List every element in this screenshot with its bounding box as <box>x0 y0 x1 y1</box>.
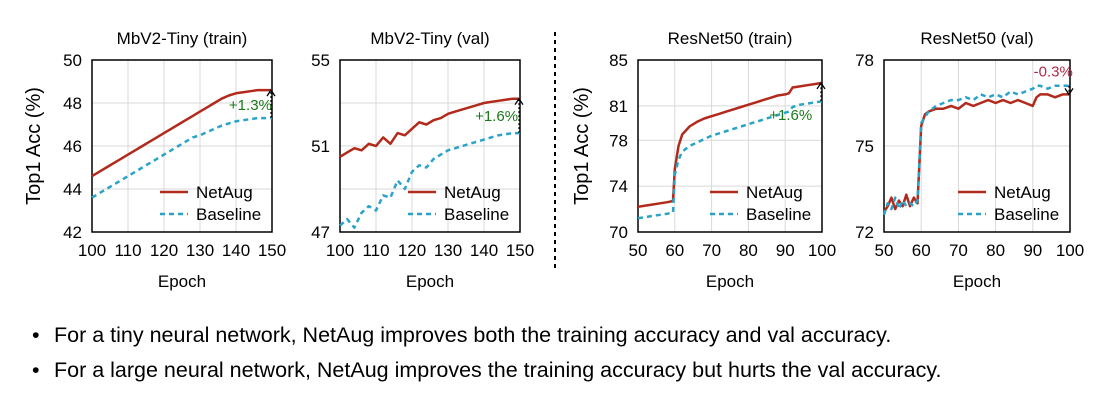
x-tick-label: 140 <box>222 241 250 260</box>
plot-frame <box>91 59 273 233</box>
x-tick-label: 150 <box>258 241 286 260</box>
x-tick-label: 150 <box>506 241 534 260</box>
chart-title: MbV2-Tiny (train) <box>117 29 248 48</box>
y-tick-label: 78 <box>609 131 628 150</box>
bullet-list: • For a tiny neural network, NetAug impr… <box>32 318 1092 388</box>
x-tick-label: 80 <box>986 241 1005 260</box>
x-tick-label: 110 <box>362 241 389 260</box>
figure: 100 110 120 130 140 150 42 44 46 48 50 MbV2-Tiny (t… <box>23 29 1084 291</box>
x-tick-label: 50 <box>629 241 648 260</box>
x-tick-label: 90 <box>776 241 795 260</box>
y-tick-label: 75 <box>855 137 874 156</box>
y-tick-label: 42 <box>63 223 82 242</box>
y-axis-label: Top1 Acc (%) <box>571 87 593 205</box>
x-tick-label: 100 <box>1056 241 1084 260</box>
legend-label-baseline: Baseline <box>444 205 509 224</box>
plot-frame <box>339 59 521 233</box>
y-tick-label: 81 <box>609 97 628 116</box>
y-tick-label: 50 <box>63 51 82 70</box>
y-tick-label: 74 <box>609 177 628 196</box>
chart-title: MbV2-Tiny (val) <box>370 29 489 48</box>
x-tick-label: 70 <box>949 241 968 260</box>
y-tick-label: 44 <box>63 180 82 199</box>
annotation-label: -0.3% <box>1034 63 1073 80</box>
y-tick-label: 51 <box>311 137 330 156</box>
x-tick-label: 120 <box>398 241 426 260</box>
x-axis-label: Epoch <box>706 272 754 291</box>
chart-panel-4: 50 60 70 80 90 100 72 75 78 ResNet50 (val) Epoch -0… <box>855 29 1084 291</box>
chart-title: ResNet50 (val) <box>920 29 1033 48</box>
y-tick-label: 55 <box>311 51 330 70</box>
annotation-arrow-head <box>266 88 276 97</box>
bullet-text: For a large neural network, NetAug impro… <box>54 358 942 382</box>
series-line-netaug <box>91 88 272 178</box>
x-tick-label: 130 <box>186 241 214 260</box>
legend-label-netaug: NetAug <box>444 183 501 202</box>
legend-label-baseline: Baseline <box>994 205 1059 224</box>
legend-label-baseline: Baseline <box>196 205 261 224</box>
chart-panel-3: 50 60 70 80 90 100 70 74 78 81 85 ResNet50 (train) E… <box>571 29 836 291</box>
x-tick-label: 90 <box>1023 241 1042 260</box>
legend-label-netaug: NetAug <box>746 183 803 202</box>
x-tick-label: 80 <box>739 241 758 260</box>
x-tick-label: 120 <box>150 241 178 260</box>
x-axis-label: Epoch <box>406 272 454 291</box>
annotation-label: +1.3% <box>229 97 272 114</box>
bullet-text: For a tiny neural network, NetAug improv… <box>54 323 892 347</box>
chart-panel-1: 100 110 120 130 140 150 42 44 46 48 50 MbV2-Tiny (t… <box>23 29 286 291</box>
series-line-netaug <box>339 97 520 158</box>
annotation-arrow-head <box>1064 88 1074 96</box>
chart-panel-2: 100 110 120 130 140 150 47 51 55 MbV2-Tiny (val) E… <box>311 29 534 291</box>
x-tick-label: 50 <box>875 241 894 260</box>
y-tick-label: 46 <box>63 137 82 156</box>
x-tick-label: 140 <box>470 241 498 260</box>
x-tick-label: 100 <box>326 241 354 260</box>
y-tick-label: 78 <box>855 51 874 70</box>
y-tick-label: 48 <box>63 94 82 113</box>
y-tick-label: 85 <box>609 51 628 70</box>
bullet-item-large: • For a large neural network, NetAug imp… <box>32 353 1092 388</box>
y-axis-label: Top1 Acc (%) <box>23 87 45 205</box>
chart-title: ResNet50 (train) <box>668 29 793 48</box>
x-axis-label: Epoch <box>158 272 206 291</box>
series-line-baseline <box>637 100 823 220</box>
annotation-arrow-head <box>816 81 826 90</box>
series-line-baseline <box>882 84 1070 216</box>
bullet-marker: • <box>32 323 40 347</box>
legend-label-netaug: NetAug <box>994 183 1051 202</box>
bullet-marker: • <box>32 358 40 382</box>
x-tick-label: 110 <box>114 241 141 260</box>
x-tick-label: 60 <box>912 241 931 260</box>
annotation-label: +1.6% <box>475 108 518 125</box>
bullet-item-tiny: • For a tiny neural network, NetAug impr… <box>32 318 1092 353</box>
y-tick-label: 72 <box>855 223 874 242</box>
x-tick-label: 100 <box>78 241 106 260</box>
y-tick-label: 47 <box>311 223 330 242</box>
annotation-label: +1.6% <box>769 107 812 124</box>
x-tick-label: 60 <box>665 241 684 260</box>
y-tick-label: 70 <box>609 223 628 242</box>
plot-frame <box>883 59 1071 233</box>
series-line-netaug <box>637 81 823 209</box>
x-tick-label: 70 <box>702 241 721 260</box>
x-tick-label: 130 <box>434 241 462 260</box>
x-tick-label: 100 <box>808 241 836 260</box>
annotation-arrow-head <box>514 97 524 106</box>
x-axis-label: Epoch <box>953 272 1001 291</box>
legend-label-netaug: NetAug <box>196 183 253 202</box>
series-line-baseline <box>339 131 520 229</box>
plot-frame <box>637 59 823 233</box>
legend-label-baseline: Baseline <box>746 205 811 224</box>
